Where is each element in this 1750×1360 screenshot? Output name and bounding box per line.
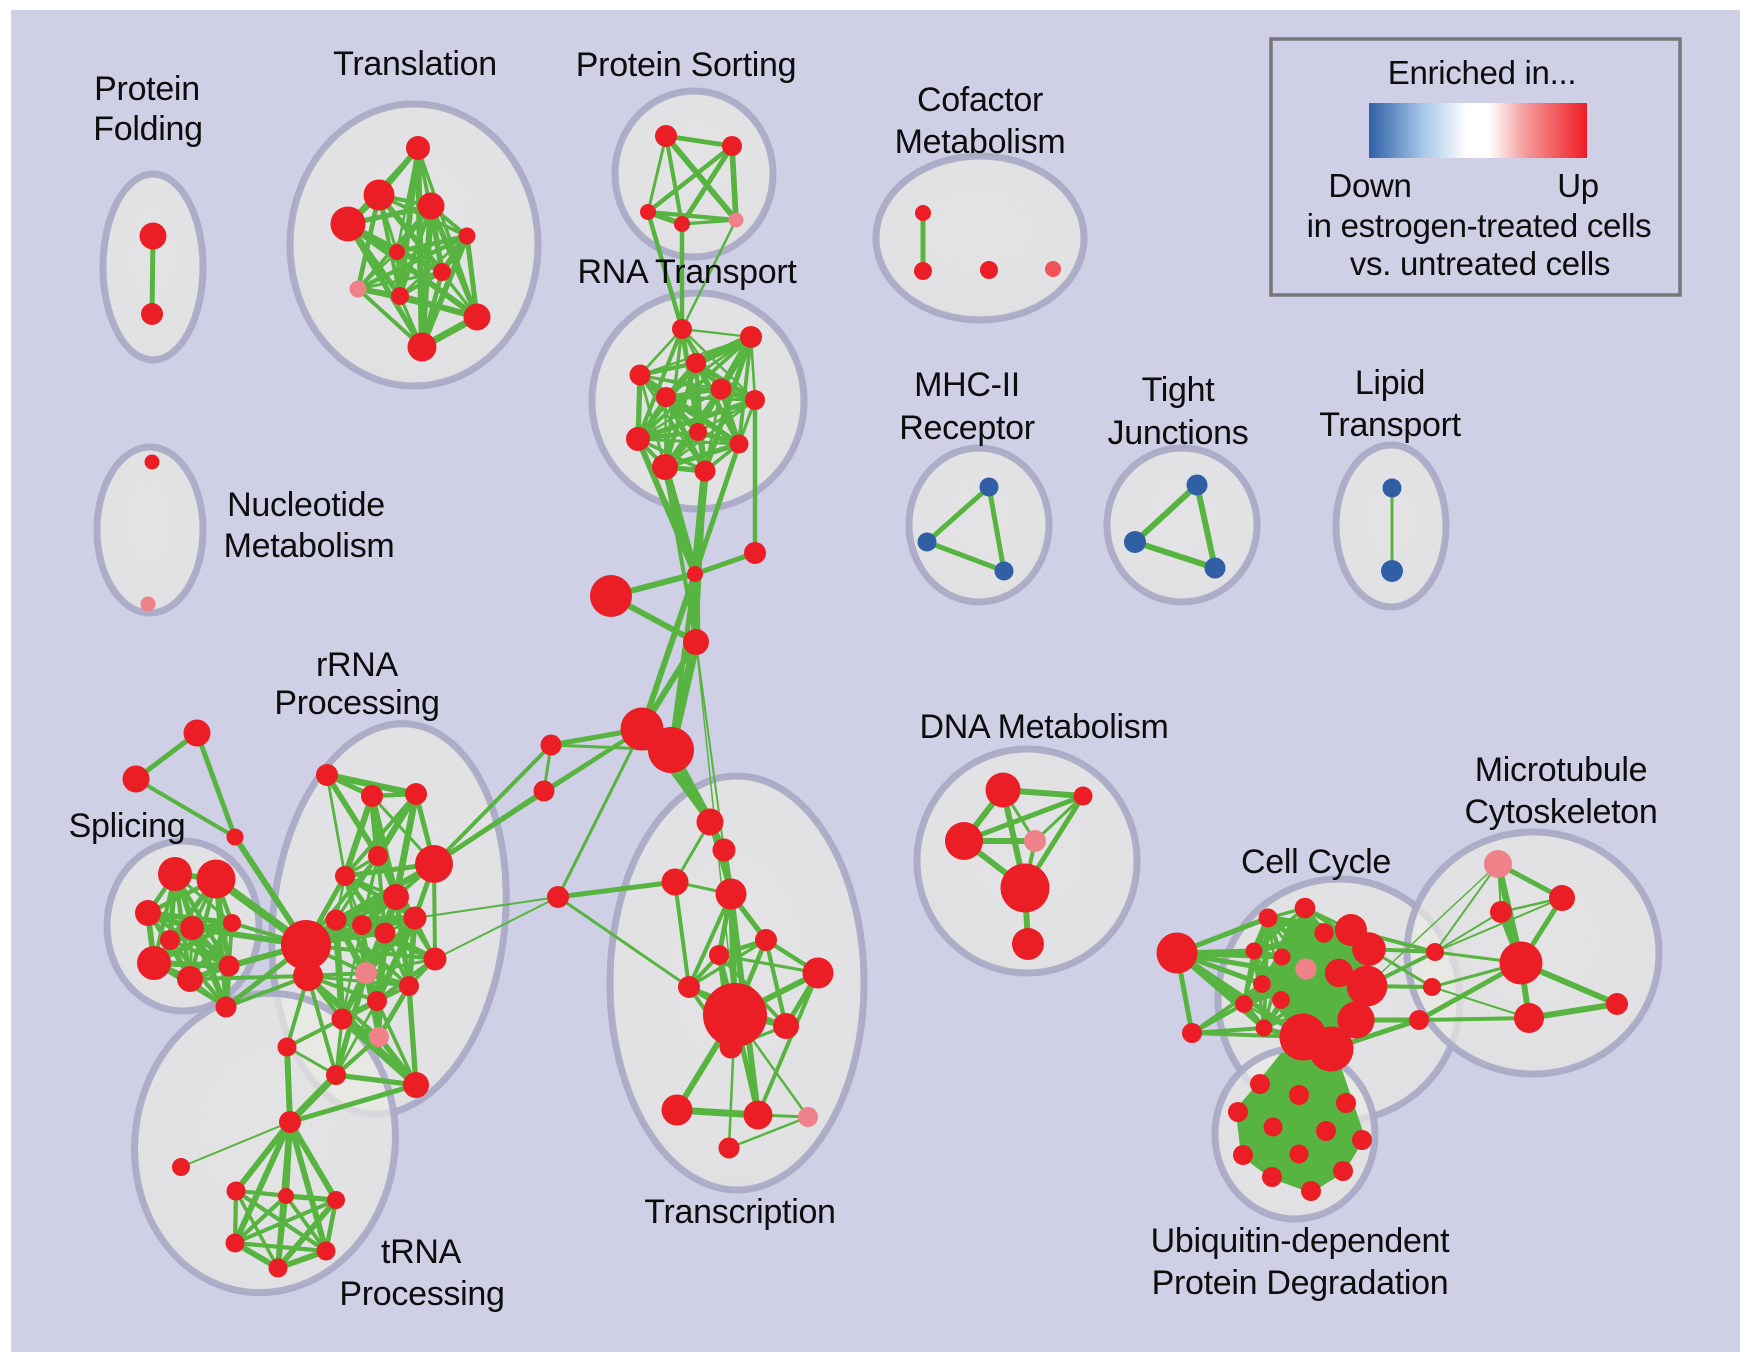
svg-text:Junctions: Junctions xyxy=(1108,414,1249,452)
svg-text:Up: Up xyxy=(1557,167,1599,204)
svg-text:Ubiquitin-dependent: Ubiquitin-dependent xyxy=(1151,1222,1450,1260)
svg-text:Transport: Transport xyxy=(1319,406,1461,444)
svg-text:MHC-II: MHC-II xyxy=(914,366,1020,404)
svg-text:Tight: Tight xyxy=(1142,371,1216,409)
svg-text:Metabolism: Metabolism xyxy=(224,527,395,565)
svg-text:RNA Transport: RNA Transport xyxy=(577,253,797,291)
svg-text:Down: Down xyxy=(1328,167,1411,204)
svg-text:Lipid: Lipid xyxy=(1355,364,1425,402)
svg-text:Cytoskeleton: Cytoskeleton xyxy=(1465,793,1658,831)
svg-text:Metabolism: Metabolism xyxy=(895,123,1066,161)
svg-text:DNA Metabolism: DNA Metabolism xyxy=(920,708,1169,746)
svg-text:Cofactor: Cofactor xyxy=(917,81,1043,119)
svg-text:Protein Degradation: Protein Degradation xyxy=(1152,1264,1449,1302)
svg-text:tRNA: tRNA xyxy=(381,1233,462,1271)
svg-text:Nucleotide: Nucleotide xyxy=(227,486,385,524)
svg-text:Splicing: Splicing xyxy=(69,807,186,845)
svg-text:Transcription: Transcription xyxy=(644,1193,835,1231)
svg-text:Processing: Processing xyxy=(274,684,439,722)
svg-text:Processing: Processing xyxy=(339,1275,504,1313)
svg-text:Cell Cycle: Cell Cycle xyxy=(1241,843,1391,881)
svg-text:Microtubule: Microtubule xyxy=(1475,751,1647,789)
svg-text:Folding: Folding xyxy=(93,110,202,148)
svg-text:vs. untreated cells: vs. untreated cells xyxy=(1350,245,1610,282)
svg-text:Protein: Protein xyxy=(94,70,200,108)
svg-text:Enriched in...: Enriched in... xyxy=(1388,54,1576,91)
svg-text:Translation: Translation xyxy=(333,45,497,83)
svg-text:rRNA: rRNA xyxy=(316,646,399,684)
svg-text:in estrogen-treated cells: in estrogen-treated cells xyxy=(1307,207,1652,244)
svg-text:Protein Sorting: Protein Sorting xyxy=(576,46,796,84)
svg-text:Receptor: Receptor xyxy=(899,409,1035,447)
